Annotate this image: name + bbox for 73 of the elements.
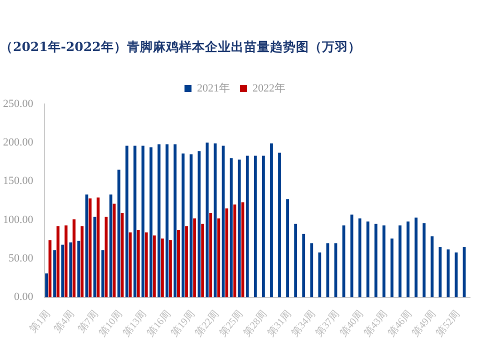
bar bbox=[158, 144, 160, 298]
y-tick-label: 150.00 bbox=[3, 175, 34, 188]
bar bbox=[310, 243, 314, 298]
bar bbox=[80, 226, 84, 298]
bar bbox=[177, 230, 180, 298]
bar bbox=[374, 224, 378, 298]
bar bbox=[198, 151, 201, 298]
bar bbox=[152, 235, 156, 298]
y-tick-label: 250.00 bbox=[3, 98, 34, 110]
bar bbox=[69, 242, 72, 298]
bar bbox=[382, 225, 386, 298]
bar bbox=[96, 198, 100, 298]
bar bbox=[318, 252, 322, 298]
y-tick-label: 0.00 bbox=[14, 291, 34, 304]
chart-title: （2021年-2022年）青脚麻鸡样本企业出苗量趋势图（万羽） bbox=[0, 38, 361, 54]
bar bbox=[128, 232, 132, 298]
bar bbox=[53, 250, 56, 298]
bar bbox=[225, 208, 228, 298]
bar bbox=[302, 234, 306, 298]
bar bbox=[262, 156, 265, 298]
y-tick-label: 50.00 bbox=[8, 252, 34, 265]
y-tick-label: 100.00 bbox=[3, 214, 34, 226]
bar bbox=[286, 199, 289, 298]
legend-label: 2021年 bbox=[197, 82, 230, 94]
bar bbox=[64, 225, 68, 298]
bar bbox=[174, 144, 177, 298]
bar bbox=[390, 238, 394, 298]
bar bbox=[117, 170, 120, 298]
bar bbox=[56, 226, 60, 298]
bar bbox=[406, 222, 410, 298]
bar bbox=[182, 153, 185, 298]
bar bbox=[150, 147, 152, 298]
bar bbox=[133, 146, 136, 298]
bar bbox=[294, 224, 298, 298]
bar bbox=[144, 232, 148, 298]
bar bbox=[350, 214, 354, 298]
bar bbox=[193, 218, 196, 298]
bar bbox=[366, 222, 370, 298]
x-tick-label: 第1周 bbox=[27, 308, 53, 335]
bar bbox=[72, 219, 76, 298]
bar bbox=[414, 218, 418, 298]
bar bbox=[48, 240, 52, 298]
bar bbox=[238, 160, 241, 298]
bar bbox=[61, 244, 64, 298]
bar bbox=[45, 273, 48, 298]
bar bbox=[398, 225, 402, 298]
bar bbox=[142, 146, 144, 298]
bar bbox=[190, 154, 193, 298]
x-tick-label: 第52周 bbox=[434, 308, 462, 339]
bar bbox=[358, 218, 362, 298]
legend-label: 2022年 bbox=[252, 82, 286, 94]
bar bbox=[278, 152, 281, 298]
bar bbox=[201, 224, 204, 298]
bar bbox=[109, 194, 112, 298]
bar bbox=[160, 238, 164, 298]
bar bbox=[136, 230, 140, 298]
bar bbox=[246, 156, 249, 298]
bar bbox=[209, 213, 212, 298]
bar bbox=[125, 146, 128, 298]
bar bbox=[166, 144, 169, 298]
bar bbox=[270, 143, 273, 298]
y-tick-label: 200.00 bbox=[3, 136, 34, 149]
bar bbox=[254, 156, 257, 298]
bar bbox=[230, 158, 233, 298]
bar bbox=[438, 247, 442, 298]
bar bbox=[430, 236, 434, 298]
bar bbox=[169, 240, 172, 298]
bar bbox=[88, 198, 92, 298]
bar bbox=[217, 218, 220, 298]
x-tick-label: 第4周 bbox=[51, 308, 77, 335]
bar bbox=[185, 226, 188, 298]
bar bbox=[422, 223, 426, 298]
bar bbox=[77, 240, 80, 298]
